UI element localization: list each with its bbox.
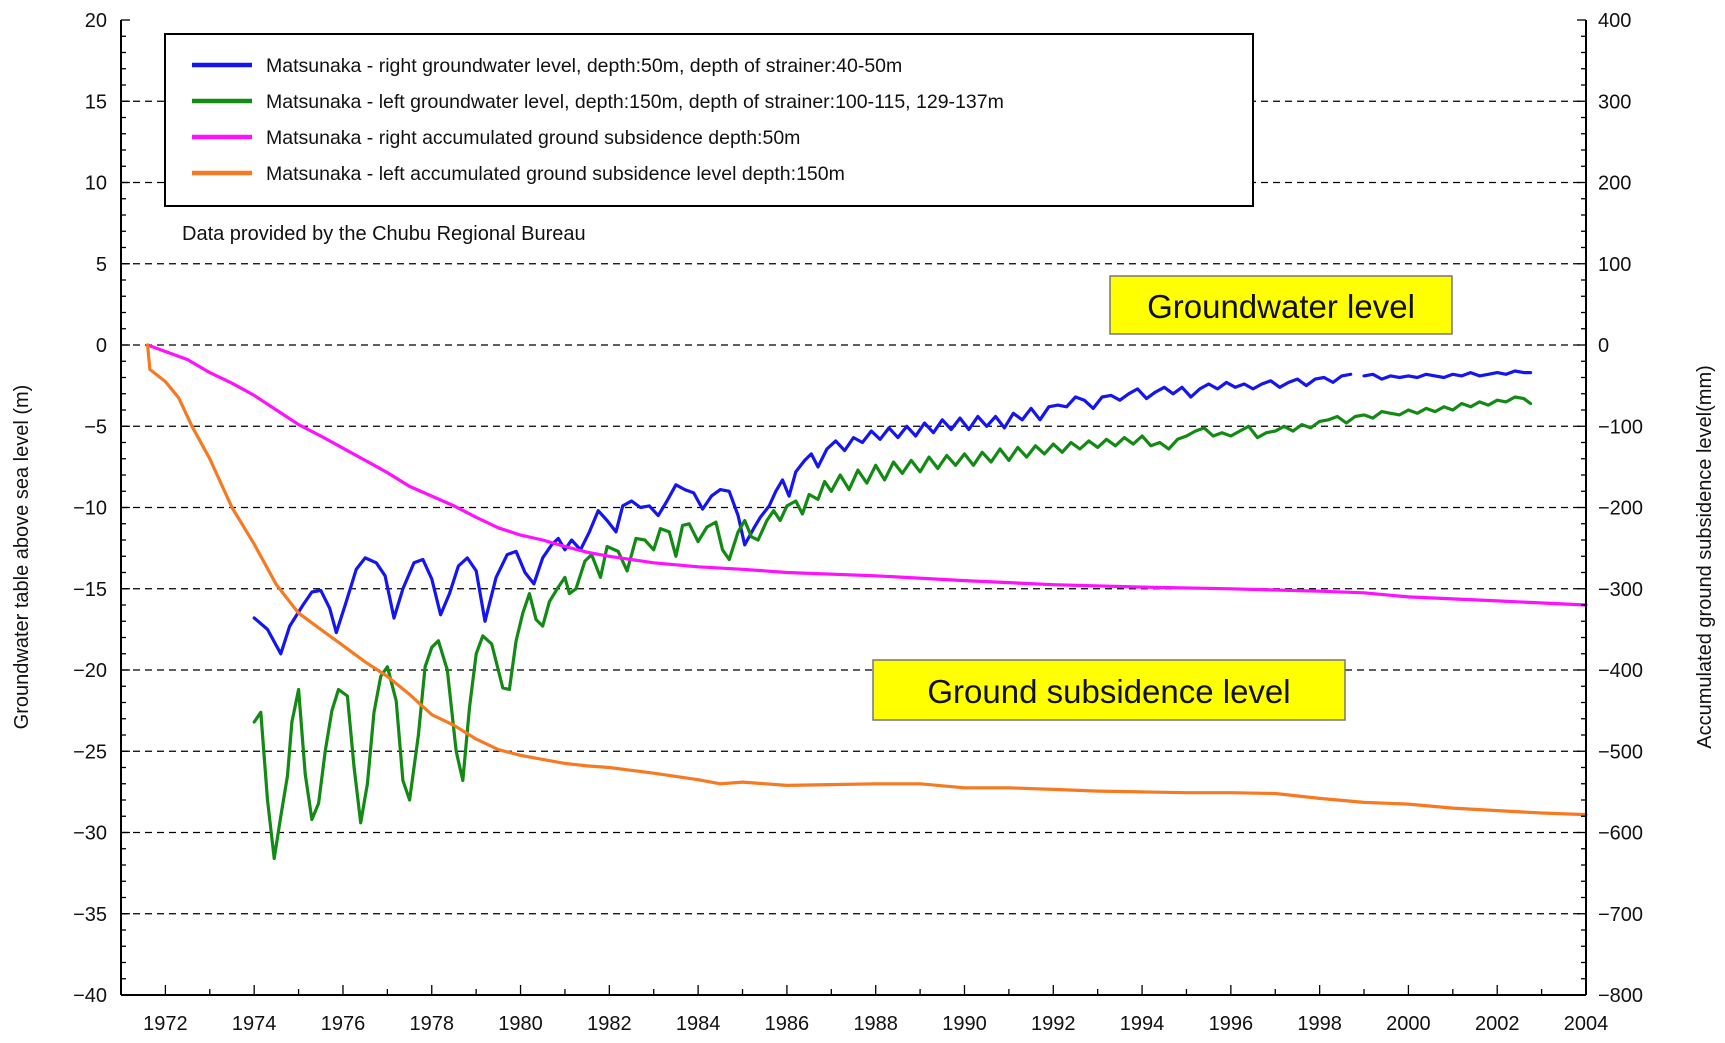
y-right-tick-label: −700 — [1598, 904, 1643, 926]
y-left-tick-label: 0 — [96, 335, 107, 357]
y-right-tick-label: 0 — [1598, 335, 1609, 357]
x-tick-label: 1976 — [321, 1013, 366, 1035]
y-right-tick-label: −800 — [1598, 985, 1643, 1007]
y-right-tick-label: 400 — [1598, 10, 1631, 32]
axes — [120, 19, 1587, 996]
y-left-tick-label: 15 — [85, 91, 107, 113]
y-left-tick-label: −30 — [73, 823, 107, 845]
left-subsidence-line — [146, 343, 1588, 817]
y-left-tick-label: 10 — [85, 173, 107, 195]
legend-label: Matsunaka - left groundwater level, dept… — [266, 91, 1004, 113]
legend: Matsunaka - right groundwater level, dep… — [164, 33, 1254, 207]
x-tick-label: 1998 — [1297, 1013, 1342, 1035]
x-tick-label: 1996 — [1209, 1013, 1254, 1035]
y-right-tick-label: −200 — [1598, 498, 1643, 520]
x-tick-label: 1978 — [410, 1013, 455, 1035]
y-left-tick-label: −35 — [73, 904, 107, 926]
right-subsidence-line — [146, 343, 1588, 607]
x-tick-label: 1986 — [765, 1013, 810, 1035]
x-tick-label: 1988 — [853, 1013, 898, 1035]
x-tick-label: 2000 — [1386, 1013, 1431, 1035]
tick-labels: 20 15 10 5 0 −5 −10 −15 −20 −25 −30 −35 −40 400 300 200… — [73, 10, 1643, 1035]
y-left-tick-label: −25 — [73, 741, 107, 763]
groundwater-level-callout: Groundwater level — [1109, 275, 1453, 335]
y-right-tick-label: 100 — [1598, 254, 1631, 276]
right-groundwater-line — [252, 372, 1353, 656]
x-tick-label: 1982 — [587, 1013, 632, 1035]
x-tick-label: 1994 — [1120, 1013, 1165, 1035]
x-tick-label: 1972 — [143, 1013, 188, 1035]
callout-box — [1109, 275, 1453, 335]
y-right-tick-label: −400 — [1598, 660, 1643, 682]
y-left-tick-label: 5 — [96, 254, 107, 276]
callout-box — [872, 659, 1346, 721]
x-tick-label: 1980 — [498, 1013, 543, 1035]
x-tick-label: 2004 — [1564, 1013, 1609, 1035]
callout-label: Ground subsidence level — [927, 673, 1290, 710]
y-left-tick-label: −10 — [73, 498, 107, 520]
y-left-tick-label: −5 — [84, 416, 107, 438]
series-lines — [146, 343, 1588, 861]
x-tick-label: 1984 — [676, 1013, 721, 1035]
y-right-tick-label: −100 — [1598, 416, 1643, 438]
y-right-tick-label: −600 — [1598, 823, 1643, 845]
y-left-tick-label: −40 — [73, 985, 107, 1007]
ground-subsidence-callout: Ground subsidence level — [872, 659, 1346, 721]
right-groundwater-line-cont — [1362, 369, 1533, 381]
x-tick-label: 1974 — [232, 1013, 277, 1035]
y-left-tick-label: 20 — [85, 10, 107, 32]
y-axis-right-title: Accumulated ground subsidence level(mm) — [1694, 365, 1716, 749]
legend-label: Matsunaka - right groundwater level, dep… — [266, 55, 902, 77]
legend-box — [164, 33, 1254, 207]
x-tick-label: 1990 — [942, 1013, 987, 1035]
y-left-tick-label: −20 — [73, 660, 107, 682]
legend-label: Matsunaka - right accumulated ground sub… — [266, 127, 800, 149]
y-axis-left-title: Groundwater table above sea level (m) — [11, 385, 33, 730]
y-right-tick-label: 200 — [1598, 173, 1631, 195]
callout-label: Groundwater level — [1147, 288, 1415, 325]
y-right-tick-label: 300 — [1598, 91, 1631, 113]
y-right-tick-label: −500 — [1598, 741, 1643, 763]
y-right-tick-label: −300 — [1598, 579, 1643, 601]
legend-label: Matsunaka - left accumulated ground subs… — [266, 163, 845, 185]
data-source-note: Data provided by the Chubu Regional Bure… — [182, 223, 586, 245]
x-tick-label: 2002 — [1475, 1013, 1520, 1035]
left-groundwater-line — [252, 395, 1533, 861]
y-left-tick-label: −15 — [73, 579, 107, 601]
x-tick-label: 1992 — [1031, 1013, 1076, 1035]
